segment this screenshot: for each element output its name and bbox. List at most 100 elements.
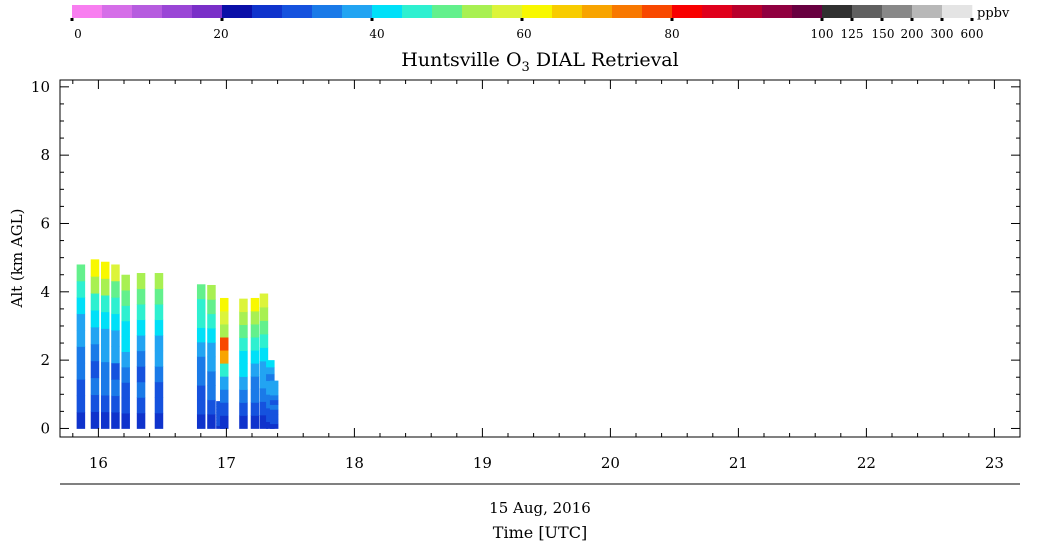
profile-cell	[220, 363, 229, 377]
profile-column	[239, 298, 248, 429]
profile-cell	[259, 320, 269, 335]
colorbar-cell	[912, 5, 943, 18]
profile-cell	[154, 288, 164, 305]
profile-cell	[154, 397, 164, 414]
profile-cell	[136, 288, 146, 305]
profile-cell	[76, 264, 86, 282]
profile-cell	[100, 345, 110, 363]
colorbar-cell	[402, 5, 433, 18]
profile-cell	[111, 395, 120, 413]
profile-cell	[100, 295, 110, 313]
profile-cell	[121, 397, 130, 414]
profile-cell	[136, 350, 146, 367]
profile-cell	[121, 305, 130, 322]
profile-cell	[269, 418, 279, 425]
colorbar-cell	[942, 5, 973, 18]
profile-cell	[220, 324, 229, 338]
colorbar-cell	[132, 5, 163, 18]
profile-cell	[90, 276, 100, 294]
profile-cell	[269, 409, 279, 415]
profile-cell	[111, 313, 120, 331]
colorbar-cell	[642, 5, 673, 18]
profile-cell	[266, 360, 275, 368]
profile-column	[207, 284, 216, 429]
profile-column	[111, 264, 120, 429]
profile-cell	[250, 376, 260, 390]
profile-cell	[154, 381, 164, 398]
profile-cell	[207, 313, 216, 329]
colorbar-tick-label: 40	[369, 27, 384, 41]
profile-cell	[100, 378, 110, 396]
profile-cell	[100, 328, 110, 346]
profile-cell	[250, 389, 260, 403]
profile-cell	[90, 394, 100, 412]
colorbar-tick-mark	[940, 18, 944, 21]
profile-cell	[100, 311, 110, 329]
profile-cell	[259, 387, 269, 402]
profile-cell	[196, 313, 206, 328]
colorbar-tick-mark	[220, 18, 224, 21]
colorbar-cell	[462, 5, 493, 18]
colorbar	[72, 5, 973, 18]
profile-cell	[207, 385, 216, 401]
colorbar-tick-label: 125	[841, 27, 864, 41]
profile-cell	[207, 371, 216, 386]
colorbar-tick-label: 60	[516, 27, 531, 41]
profile-cell	[220, 389, 229, 403]
profile-cell	[121, 382, 130, 399]
profile-cell	[239, 337, 248, 351]
profile-cell	[76, 346, 86, 364]
colorbar-cell	[252, 5, 283, 18]
profile-cell	[154, 366, 164, 383]
profile-cell	[250, 297, 260, 312]
colorbar-cell	[432, 5, 463, 18]
x-tick-label: 16	[89, 454, 108, 472]
profile-cell	[207, 284, 216, 300]
profile-cell	[76, 297, 86, 315]
colorbar-cell	[192, 5, 223, 18]
colorbar-cell	[312, 5, 343, 18]
profile-cell	[100, 278, 110, 296]
profile-cell	[250, 415, 260, 429]
colorbar-cell	[852, 5, 883, 18]
plot-frame	[59, 79, 1021, 438]
profile-cell	[266, 373, 275, 382]
colorbar-cell	[522, 5, 553, 18]
profile-cell	[259, 333, 269, 348]
profile-cell	[259, 360, 269, 375]
profile-cell	[259, 293, 269, 308]
profile-cell	[121, 274, 130, 291]
colorbar-cell	[792, 5, 823, 18]
colorbar-tick-mark	[70, 18, 74, 21]
colorbar-cell	[582, 5, 613, 18]
colorbar-tick-mark	[520, 18, 524, 21]
profile-cell	[196, 370, 206, 386]
profile-cell	[239, 415, 248, 429]
profile-cell	[136, 319, 146, 336]
profile-cell	[196, 298, 206, 314]
profile-cell	[269, 380, 279, 386]
colorbar-unit: ppbv	[977, 6, 1010, 21]
colorbar-tick-mark	[970, 18, 974, 21]
profile-cell	[207, 356, 216, 372]
profile-cell	[220, 402, 229, 416]
profile-cell	[90, 377, 100, 396]
colorbar-cell	[342, 5, 373, 18]
colorbar-tick-mark	[880, 18, 884, 21]
x-axis-ticks: 16 17 18 19 20 21 22 23	[72, 80, 1004, 472]
profile-cell	[76, 362, 86, 380]
profile-cell	[196, 356, 206, 372]
profile-cell	[239, 350, 248, 364]
profile-cell	[220, 337, 229, 351]
profile-cell	[100, 395, 110, 413]
profile-cell	[269, 394, 279, 401]
x-tick-label: 17	[217, 454, 236, 472]
profile-cell	[207, 399, 216, 415]
profile-cell	[90, 343, 100, 362]
profile-cell	[220, 415, 229, 429]
colorbar-cell	[882, 5, 913, 18]
profile-cell	[250, 363, 260, 377]
profile-cell	[259, 414, 269, 429]
chart-title: Huntsville O3 DIAL Retrieval	[401, 49, 678, 75]
